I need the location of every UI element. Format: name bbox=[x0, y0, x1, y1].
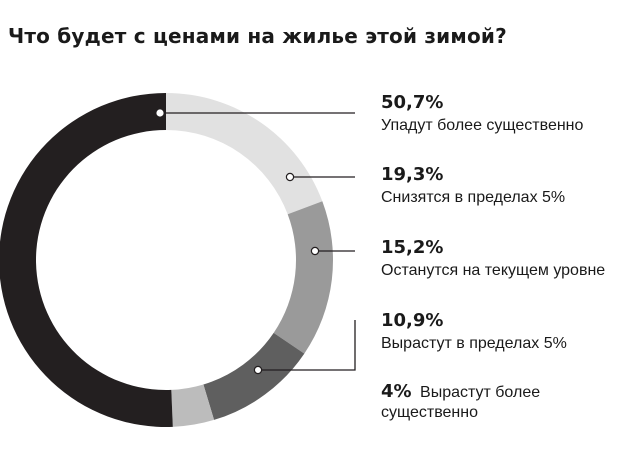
leader-dot-falls-within-5 bbox=[285, 172, 295, 182]
slice-rises-sharply bbox=[171, 384, 215, 427]
slice-stays-same bbox=[273, 201, 333, 354]
legend-value: 15,2% bbox=[381, 237, 444, 258]
leader-dot-stays-same bbox=[310, 246, 320, 256]
legend-label: Останутся на текущем уровне bbox=[381, 261, 606, 279]
legend-value: 10,9% bbox=[381, 310, 444, 331]
legend-label: Вырастут в пределах 5% bbox=[381, 334, 567, 352]
legend-item-rises-sharply: 4% Вырастут более существенно bbox=[381, 381, 556, 422]
legend-item-falls-sharply: 50,7% Упадут более существенно bbox=[381, 92, 636, 135]
legend-label: Упадут более существенно bbox=[381, 116, 584, 134]
legend-item-rises-within-5: 10,9% Вырастут в пределах 5% bbox=[381, 310, 636, 353]
slice-rises-within-5 bbox=[203, 332, 305, 420]
legend-item-stays-same: 15,2% Останутся на текущем уровне bbox=[381, 237, 636, 280]
legend-value: 4% bbox=[381, 381, 412, 402]
legend-item-falls-within-5: 19,3% Снизятся в пределах 5% bbox=[381, 164, 636, 207]
legend-label: Вырастут более существенно bbox=[381, 384, 541, 421]
chart-title: Что будет с ценами на жилье этой зимой? bbox=[8, 24, 507, 48]
leader-line-rises-within-5 bbox=[258, 320, 356, 371]
legend-value: 19,3% bbox=[381, 164, 444, 185]
leader-dot-falls-sharply bbox=[156, 109, 164, 117]
slice-falls-sharply bbox=[0, 93, 173, 427]
legend-value: 50,7% bbox=[381, 92, 444, 113]
legend-label: Снизятся в пределах 5% bbox=[381, 188, 566, 206]
slice-falls-within-5 bbox=[166, 93, 323, 215]
leader-dot-rises-within-5 bbox=[253, 365, 263, 375]
